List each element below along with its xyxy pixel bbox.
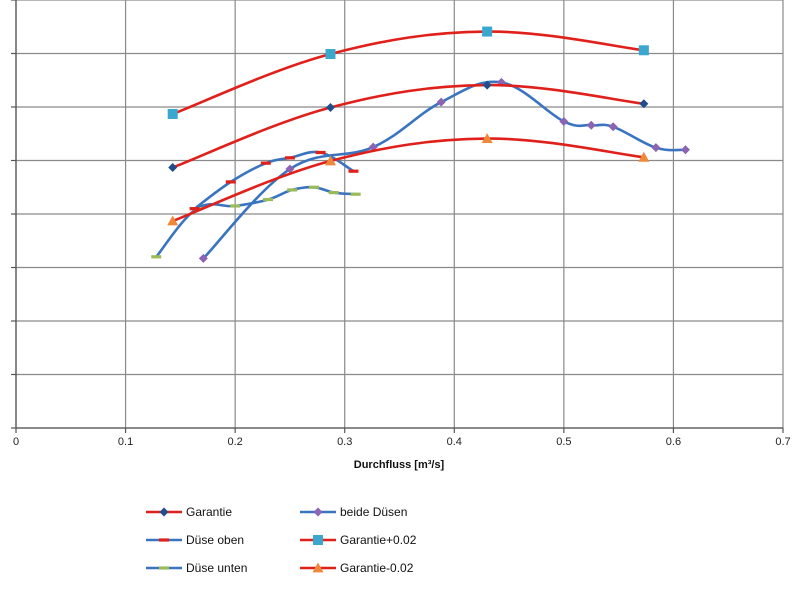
data-point-garantie-0-02-2 bbox=[481, 133, 493, 143]
series-line-garantie-0-02 bbox=[171, 30, 646, 116]
data-point-duese-oben-4 bbox=[315, 150, 326, 155]
legend-label-duese-oben: Düse oben bbox=[186, 533, 244, 547]
legend-item-garantie-0-02: Garantie-0.02 bbox=[300, 561, 414, 575]
data-point-beide-duesen-0 bbox=[198, 253, 208, 263]
data-point-beide-duesen-8 bbox=[651, 143, 661, 153]
data-point-duese-unten-6 bbox=[328, 191, 339, 195]
data-point-garantie-0-02-0 bbox=[167, 108, 178, 119]
data-point-garantie-0-02-2 bbox=[482, 26, 493, 37]
x-tick-label-0: 0 bbox=[13, 436, 19, 448]
legend-marker-duese-oben bbox=[159, 538, 169, 542]
data-point-garantie-0-02-1 bbox=[325, 49, 336, 60]
x-tick-label-3: 0.3 bbox=[337, 436, 352, 448]
data-point-beide-duesen-5 bbox=[559, 116, 569, 126]
series-duese-unten bbox=[151, 185, 361, 259]
data-point-duese-oben-0 bbox=[189, 207, 200, 211]
data-point-beide-duesen-6 bbox=[586, 120, 596, 130]
series-line-garantie-0-02 bbox=[171, 137, 646, 223]
data-point-duese-unten-4 bbox=[287, 188, 298, 192]
series-garantie bbox=[168, 80, 649, 172]
data-point-duese-unten-3 bbox=[263, 197, 274, 202]
data-point-duese-unten-5 bbox=[309, 185, 320, 189]
x-tick-label-6: 0.6 bbox=[666, 436, 681, 448]
x-tick-label-5: 0.5 bbox=[556, 436, 571, 448]
legend: Garantie beide Düsen Düse oben Garantie+0.0… bbox=[146, 505, 417, 575]
data-point-beide-duesen-3 bbox=[436, 97, 446, 107]
data-point-garantie-3 bbox=[639, 99, 649, 109]
data-point-duese-unten-2 bbox=[230, 204, 241, 208]
x-tick-label-7: 0.7 bbox=[775, 436, 790, 448]
legend-item-duese-oben: Düse oben bbox=[146, 533, 244, 547]
series-garantie-0-02 bbox=[167, 26, 649, 119]
legend-item-garantie-0-02: Garantie+0.02 bbox=[300, 533, 417, 547]
legend-marker-garantie-0-02 bbox=[312, 562, 324, 573]
series-line-garantie bbox=[171, 83, 646, 169]
legend-marker-beide-duesen bbox=[313, 507, 323, 517]
series-layer bbox=[151, 26, 690, 263]
data-point-garantie-0-02-0 bbox=[167, 215, 179, 226]
legend-marker-garantie-0-02 bbox=[313, 535, 323, 545]
legend-label-beide-duesen: beide Düsen bbox=[340, 505, 407, 519]
x-tick-label-2: 0.2 bbox=[227, 436, 242, 448]
data-point-garantie-0-02-3 bbox=[638, 151, 650, 162]
x-axis-title: Durchfluss [m³/s] bbox=[354, 459, 445, 471]
axis-layer bbox=[11, 0, 784, 433]
tick-label-layer: 0 0.1 0.2 0.3 0.4 0.5 0.6 0.7 bbox=[13, 436, 791, 448]
legend-item-duese-unten: Düse unten bbox=[146, 561, 247, 575]
legend-label-garantie: Garantie bbox=[186, 505, 232, 519]
legend-marker-garantie bbox=[159, 507, 169, 517]
data-point-beide-duesen-7 bbox=[608, 122, 618, 132]
data-point-beide-duesen-1 bbox=[285, 164, 295, 174]
data-point-garantie-0 bbox=[168, 162, 178, 172]
data-point-duese-oben-2 bbox=[260, 161, 271, 165]
series-beide-duesen bbox=[198, 77, 690, 263]
legend-label-garantie-0-02: Garantie-0.02 bbox=[340, 561, 414, 575]
x-tick-label-1: 0.1 bbox=[118, 436, 133, 448]
data-point-garantie-1 bbox=[325, 103, 335, 113]
series-garantie-0-02 bbox=[167, 133, 650, 226]
x-tick-label-4: 0.4 bbox=[447, 436, 462, 448]
legend-label-garantie-0-02: Garantie+0.02 bbox=[340, 533, 417, 547]
data-point-garantie-2 bbox=[482, 80, 492, 90]
data-point-garantie-0-02-1 bbox=[324, 155, 336, 166]
legend-item-garantie: Garantie bbox=[146, 505, 232, 519]
data-point-duese-oben-5 bbox=[348, 169, 359, 173]
data-point-duese-oben-3 bbox=[284, 156, 295, 160]
data-point-duese-unten-0 bbox=[151, 255, 162, 259]
data-point-beide-duesen-9 bbox=[680, 145, 690, 155]
data-point-duese-oben-1 bbox=[225, 180, 236, 184]
legend-label-duese-unten: Düse unten bbox=[186, 561, 247, 575]
series-duese-oben bbox=[189, 150, 359, 211]
legend-item-beide-duesen: beide Düsen bbox=[300, 505, 407, 519]
legend-marker-duese-unten bbox=[159, 566, 169, 570]
data-point-duese-unten-7 bbox=[350, 192, 361, 196]
data-point-garantie-0-02-3 bbox=[638, 45, 649, 56]
